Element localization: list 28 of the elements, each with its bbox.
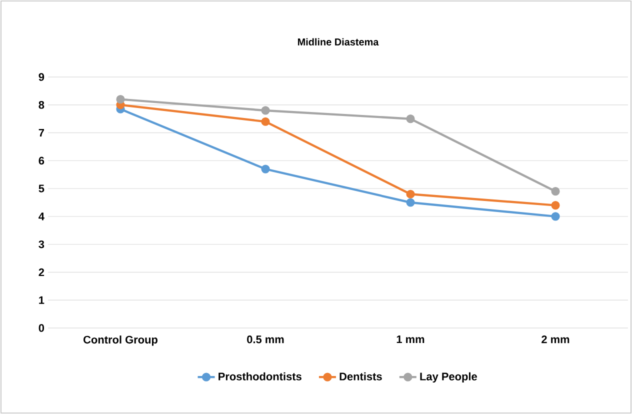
legend-label: Prosthodontists xyxy=(218,372,302,380)
x-tick-label: 2 mm xyxy=(542,336,570,344)
y-tick-label: 6 xyxy=(38,156,44,165)
chart-title: Midline Diastema xyxy=(298,38,379,46)
y-tick-label: 1 xyxy=(39,296,44,304)
point xyxy=(261,117,270,126)
x-tick-label: Control Group xyxy=(84,336,158,346)
legend-label: Dentists xyxy=(340,372,382,380)
point xyxy=(551,212,560,221)
y-tick-label: 2 xyxy=(38,268,44,276)
point xyxy=(406,198,415,207)
y-tick-label: 4 xyxy=(38,212,44,220)
point xyxy=(551,200,560,210)
y-tick-label: 8 xyxy=(38,101,44,109)
point xyxy=(261,164,270,174)
point xyxy=(116,95,125,104)
point xyxy=(261,106,270,115)
legend-label: Lay People xyxy=(420,372,477,383)
y-tick-label: 3 xyxy=(38,240,44,248)
x-tick-label: 1 mm xyxy=(396,336,424,344)
point xyxy=(406,190,415,198)
y-tick-label: 9 xyxy=(38,73,44,81)
y-tick-label: 5 xyxy=(38,184,44,192)
point xyxy=(406,114,415,124)
point xyxy=(551,187,560,196)
x-tick-label: 0.5 mm xyxy=(247,336,284,344)
y-tick-label: 7 xyxy=(38,129,44,137)
y-tick-label: 0 xyxy=(38,324,44,332)
